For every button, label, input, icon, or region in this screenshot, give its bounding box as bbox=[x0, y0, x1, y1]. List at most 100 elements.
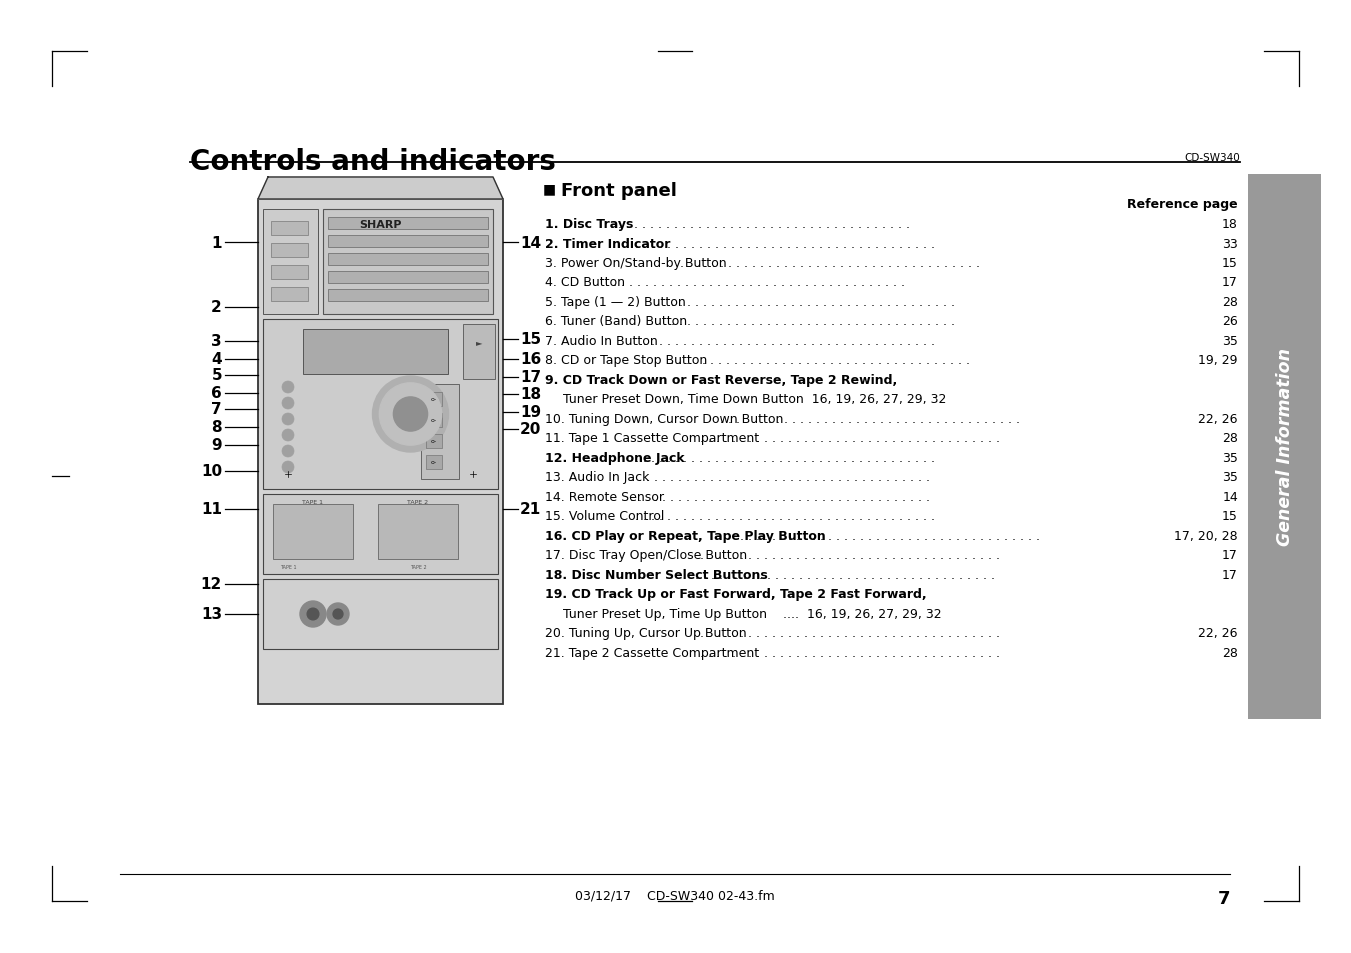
Circle shape bbox=[393, 397, 428, 432]
Text: 11: 11 bbox=[201, 502, 222, 517]
Bar bbox=[426, 435, 442, 449]
Text: CD-SW340: CD-SW340 bbox=[1185, 152, 1240, 163]
Text: 7: 7 bbox=[1217, 889, 1229, 907]
Text: . . . . . . . . . . . . . . . . . . . . . . . . . . . . . . . . . . . . . .: . . . . . . . . . . . . . . . . . . . . … bbox=[635, 237, 939, 251]
Text: 35: 35 bbox=[1223, 471, 1238, 484]
Text: ►: ► bbox=[476, 338, 482, 347]
Text: . . . . . . . . . . . . . . . . . . . . . . . . . . . . . . . . . . . . . .: . . . . . . . . . . . . . . . . . . . . … bbox=[630, 491, 934, 503]
Text: 19, 29: 19, 29 bbox=[1198, 355, 1238, 367]
Text: 1: 1 bbox=[212, 235, 222, 251]
Text: 1. Disc Trays: 1. Disc Trays bbox=[544, 218, 634, 231]
Text: 17, 20, 28: 17, 20, 28 bbox=[1174, 530, 1238, 542]
Circle shape bbox=[282, 397, 295, 410]
Text: . . . . . . . . . . . . . . . . . . . . . . . . . . . . . . . . . . . . . .: . . . . . . . . . . . . . . . . . . . . … bbox=[655, 295, 959, 309]
Text: TAPE 1: TAPE 1 bbox=[303, 499, 323, 504]
Text: TAPE 2: TAPE 2 bbox=[409, 564, 427, 569]
Text: . . . . . . . . . . . . . . . . . . . . . . . . . . . . . . . . . . . . . .: . . . . . . . . . . . . . . . . . . . . … bbox=[680, 256, 984, 270]
Text: 15: 15 bbox=[520, 333, 542, 347]
Text: 16. CD Play or Repeat, Tape Play Button: 16. CD Play or Repeat, Tape Play Button bbox=[544, 530, 825, 542]
Text: 2: 2 bbox=[211, 300, 222, 315]
Bar bbox=[426, 393, 442, 407]
Text: 9: 9 bbox=[211, 438, 222, 453]
Text: 20. Tuning Up, Cursor Up Button: 20. Tuning Up, Cursor Up Button bbox=[544, 627, 747, 639]
Bar bbox=[323, 210, 493, 314]
Circle shape bbox=[282, 446, 295, 457]
Bar bbox=[272, 266, 308, 280]
Text: 03/12/17    CD-SW340 02-43.fm: 03/12/17 CD-SW340 02-43.fm bbox=[576, 889, 775, 902]
Text: 15. Volume Control: 15. Volume Control bbox=[544, 510, 665, 523]
Text: General Information: General Information bbox=[1275, 348, 1293, 546]
Text: . . . . . . . . . . . . . . . . . . . . . . . . . . . . . . . . . . . . . .: . . . . . . . . . . . . . . . . . . . . … bbox=[635, 510, 939, 523]
Text: . . . . . . . . . . . . . . . . . . . . . . . . . . . . . . . . . . . . . .: . . . . . . . . . . . . . . . . . . . . … bbox=[694, 568, 998, 581]
Text: 10. Tuning Down, Cursor Down Button: 10. Tuning Down, Cursor Down Button bbox=[544, 413, 784, 426]
Text: 21. Tape 2 Cassette Compartment: 21. Tape 2 Cassette Compartment bbox=[544, 646, 759, 659]
Text: 3. Power On/Stand-by Button: 3. Power On/Stand-by Button bbox=[544, 256, 727, 270]
Text: 8. CD or Tape Stop Button: 8. CD or Tape Stop Button bbox=[544, 355, 708, 367]
Text: Tuner Preset Down, Time Down Button  16, 19, 26, 27, 29, 32: Tuner Preset Down, Time Down Button 16, … bbox=[563, 393, 946, 406]
Bar bbox=[426, 456, 442, 470]
Text: 5. Tape (1 — 2) Button: 5. Tape (1 — 2) Button bbox=[544, 295, 686, 309]
Text: 6: 6 bbox=[211, 386, 222, 401]
Bar bbox=[328, 272, 488, 284]
Text: 17: 17 bbox=[1223, 276, 1238, 289]
Text: Front panel: Front panel bbox=[561, 182, 677, 200]
Text: 17. Disc Tray Open/Close Button: 17. Disc Tray Open/Close Button bbox=[544, 549, 747, 562]
Text: . . . . . . . . . . . . . . . . . . . . . . . . . . . . . . . . . . . . . .: . . . . . . . . . . . . . . . . . . . . … bbox=[605, 276, 909, 289]
Text: 3: 3 bbox=[211, 335, 222, 349]
Bar bbox=[422, 385, 459, 479]
Circle shape bbox=[300, 601, 326, 627]
Text: 26: 26 bbox=[1223, 315, 1238, 328]
Circle shape bbox=[282, 430, 295, 441]
Bar bbox=[272, 288, 308, 302]
Text: 33: 33 bbox=[1223, 237, 1238, 251]
Text: . . . . . . . . . . . . . . . . . . . . . . . . . . . . . . . . . . . . . .: . . . . . . . . . . . . . . . . . . . . … bbox=[630, 471, 934, 484]
Text: 15: 15 bbox=[1223, 256, 1238, 270]
Text: 15: 15 bbox=[1223, 510, 1238, 523]
Text: 4. CD Button: 4. CD Button bbox=[544, 276, 626, 289]
Text: 13: 13 bbox=[201, 607, 222, 622]
Text: SHARP: SHARP bbox=[359, 220, 401, 230]
Bar bbox=[1248, 174, 1321, 720]
Text: o-: o- bbox=[431, 439, 438, 444]
Text: 28: 28 bbox=[1223, 432, 1238, 445]
Text: . . . . . . . . . . . . . . . . . . . . . . . . . . . . . . . . . . . . . .: . . . . . . . . . . . . . . . . . . . . … bbox=[740, 530, 1044, 542]
Bar bbox=[263, 495, 499, 575]
Text: . . . . . . . . . . . . . . . . . . . . . . . . . . . . . . . . . . . . . .: . . . . . . . . . . . . . . . . . . . . … bbox=[635, 335, 939, 348]
Text: . . . . . . . . . . . . . . . . . . . . . . . . . . . . . . . . . . . . . .: . . . . . . . . . . . . . . . . . . . . … bbox=[700, 549, 1004, 562]
Circle shape bbox=[282, 461, 295, 474]
Text: 12: 12 bbox=[201, 577, 222, 592]
Text: . . . . . . . . . . . . . . . . . . . . . . . . . . . . . . . . . . . . . .: . . . . . . . . . . . . . . . . . . . . … bbox=[700, 627, 1004, 639]
Text: 35: 35 bbox=[1223, 452, 1238, 464]
Text: 35: 35 bbox=[1223, 335, 1238, 348]
Text: 6. Tuner (Band) Button: 6. Tuner (Band) Button bbox=[544, 315, 688, 328]
Text: . . . . . . . . . . . . . . . . . . . . . . . . . . . . . . . . . . . . . .: . . . . . . . . . . . . . . . . . . . . … bbox=[670, 355, 974, 367]
Text: o-: o- bbox=[431, 397, 438, 402]
Text: 18: 18 bbox=[520, 387, 542, 402]
Circle shape bbox=[373, 376, 449, 453]
Text: 16: 16 bbox=[520, 352, 542, 367]
Bar bbox=[258, 200, 503, 704]
Text: 8: 8 bbox=[211, 420, 222, 435]
Bar bbox=[328, 290, 488, 302]
Bar bbox=[263, 319, 499, 490]
Circle shape bbox=[282, 381, 295, 394]
Bar bbox=[272, 244, 308, 257]
Text: 11. Tape 1 Cassette Compartment: 11. Tape 1 Cassette Compartment bbox=[544, 432, 759, 445]
Text: 28: 28 bbox=[1223, 646, 1238, 659]
Text: . . . . . . . . . . . . . . . . . . . . . . . . . . . . . . . . . . . . . .: . . . . . . . . . . . . . . . . . . . . … bbox=[700, 646, 1004, 659]
Text: 5: 5 bbox=[211, 368, 222, 383]
Text: 19: 19 bbox=[520, 405, 542, 420]
Text: 4: 4 bbox=[211, 352, 222, 367]
Circle shape bbox=[307, 609, 319, 620]
Text: 14: 14 bbox=[520, 235, 542, 251]
Circle shape bbox=[380, 383, 442, 446]
Text: o-: o- bbox=[431, 460, 438, 465]
Text: 18. Disc Number Select Buttons: 18. Disc Number Select Buttons bbox=[544, 568, 767, 581]
Text: 14: 14 bbox=[1223, 491, 1238, 503]
Text: 18: 18 bbox=[1223, 218, 1238, 231]
Text: o-: o- bbox=[431, 418, 438, 423]
Text: 22, 26: 22, 26 bbox=[1198, 413, 1238, 426]
Text: TAPE 2: TAPE 2 bbox=[408, 499, 428, 504]
Text: TAPE 1: TAPE 1 bbox=[280, 564, 296, 569]
Circle shape bbox=[282, 414, 295, 426]
